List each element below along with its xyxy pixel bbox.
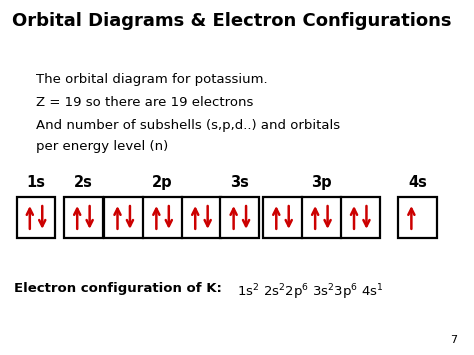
Text: 7: 7: [450, 335, 457, 345]
Text: per energy level (n): per energy level (n): [36, 140, 168, 153]
Text: Electron configuration of K:: Electron configuration of K:: [14, 282, 222, 295]
Text: 2s: 2s: [74, 175, 93, 190]
Bar: [220, 197, 259, 238]
Text: 4s: 4s: [408, 175, 427, 190]
Text: $\mathregular{1s^2\ 2s^22p^6\ 3s^23p^6\ 4s^1}$: $\mathregular{1s^2\ 2s^22p^6\ 3s^23p^6\ …: [237, 282, 384, 302]
Text: The orbital diagram for potassium.: The orbital diagram for potassium.: [36, 73, 267, 86]
Text: Orbital Diagrams & Electron Configurations: Orbital Diagrams & Electron Configuratio…: [12, 12, 451, 31]
Text: 2p: 2p: [152, 175, 173, 190]
Bar: [64, 197, 103, 238]
Bar: [263, 197, 380, 238]
Text: 3s: 3s: [230, 175, 249, 190]
Text: 1s: 1s: [27, 175, 46, 190]
Bar: [17, 197, 55, 238]
Text: 3p: 3p: [311, 175, 332, 190]
Text: And number of subshells (s,p,d..) and orbitals: And number of subshells (s,p,d..) and or…: [36, 119, 340, 132]
Bar: [398, 197, 437, 238]
Text: Z = 19 so there are 19 electrons: Z = 19 so there are 19 electrons: [36, 96, 253, 109]
Bar: [104, 197, 221, 238]
